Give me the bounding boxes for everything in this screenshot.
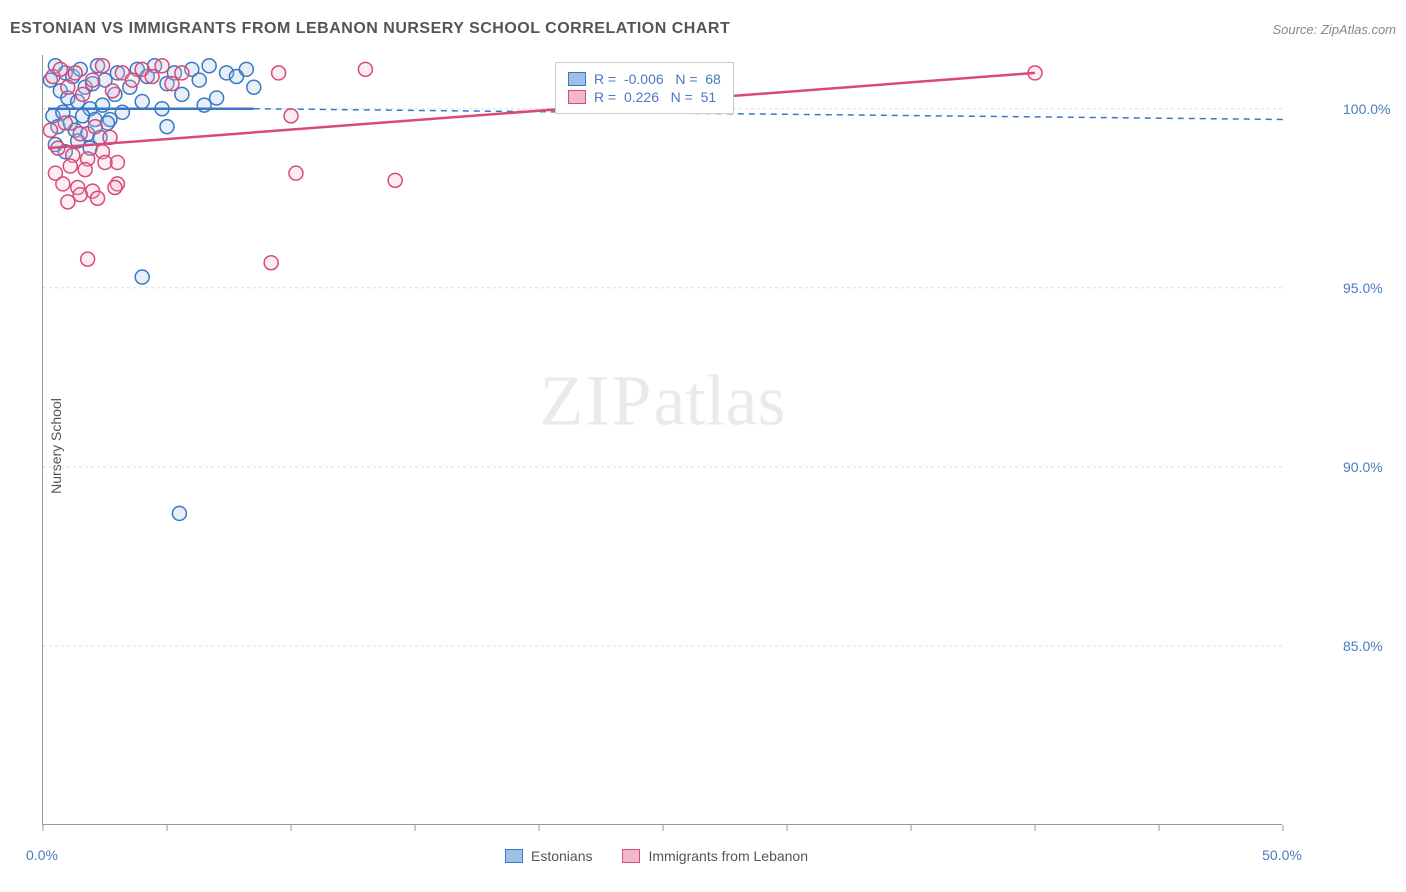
legend-swatch	[568, 90, 586, 104]
x-tick-label: 50.0%	[1262, 847, 1302, 863]
y-tick-label: 85.0%	[1343, 638, 1383, 654]
data-point	[160, 120, 174, 134]
legend-item: Immigrants from Lebanon	[622, 848, 808, 864]
stats-legend: R = -0.006 N = 68 R = 0.226 N = 51	[555, 62, 734, 114]
data-point	[53, 62, 67, 76]
data-point	[247, 80, 261, 94]
y-tick-label: 95.0%	[1343, 280, 1383, 296]
legend-item: Estonians	[505, 848, 592, 864]
data-point	[58, 116, 72, 130]
data-point	[289, 166, 303, 180]
legend-label: Immigrants from Lebanon	[648, 848, 808, 864]
data-point	[81, 252, 95, 266]
legend-swatch	[505, 849, 523, 863]
data-point	[105, 84, 119, 98]
y-tick-label: 90.0%	[1343, 459, 1383, 475]
data-point	[192, 73, 206, 87]
data-point	[88, 120, 102, 134]
chart-title: ESTONIAN VS IMMIGRANTS FROM LEBANON NURS…	[10, 20, 730, 38]
legend-stat-text: R = -0.006 N = 68	[594, 71, 721, 87]
data-point	[175, 66, 189, 80]
y-tick-label: 100.0%	[1343, 101, 1390, 117]
data-point	[135, 95, 149, 109]
data-point	[56, 177, 70, 191]
data-point	[96, 59, 110, 73]
data-point	[155, 59, 169, 73]
bottom-legend: Estonians Immigrants from Lebanon	[505, 848, 808, 864]
data-point	[264, 256, 278, 270]
data-point	[388, 173, 402, 187]
data-point	[239, 62, 253, 76]
plot-area: ZIPatlas 85.0%90.0%95.0%100.0%	[42, 55, 1282, 825]
data-point	[284, 109, 298, 123]
source-label: Source: ZipAtlas.com	[1272, 22, 1396, 37]
legend-row: R = -0.006 N = 68	[568, 71, 721, 87]
data-point	[210, 91, 224, 105]
data-point	[115, 105, 129, 119]
data-point	[73, 188, 87, 202]
legend-label: Estonians	[531, 848, 592, 864]
legend-swatch	[568, 72, 586, 86]
data-point	[197, 98, 211, 112]
data-point	[61, 195, 75, 209]
trend-line-dash	[254, 109, 1283, 120]
title-bar: ESTONIAN VS IMMIGRANTS FROM LEBANON NURS…	[10, 20, 1396, 38]
x-tick-label: 0.0%	[26, 847, 58, 863]
data-point	[86, 73, 100, 87]
legend-swatch	[622, 849, 640, 863]
data-point	[61, 80, 75, 94]
data-point	[135, 270, 149, 284]
data-point	[98, 155, 112, 169]
data-point	[91, 191, 105, 205]
data-point	[73, 127, 87, 141]
data-point	[108, 181, 122, 195]
data-point	[78, 163, 92, 177]
data-point	[63, 159, 77, 173]
data-point	[272, 66, 286, 80]
data-point	[358, 62, 372, 76]
data-point	[96, 98, 110, 112]
data-point	[68, 66, 82, 80]
data-point	[76, 87, 90, 101]
legend-stat-text: R = 0.226 N = 51	[594, 89, 716, 105]
scatter-chart	[43, 55, 1282, 824]
data-point	[202, 59, 216, 73]
data-point	[172, 506, 186, 520]
data-point	[43, 123, 57, 137]
legend-row: R = 0.226 N = 51	[568, 89, 721, 105]
